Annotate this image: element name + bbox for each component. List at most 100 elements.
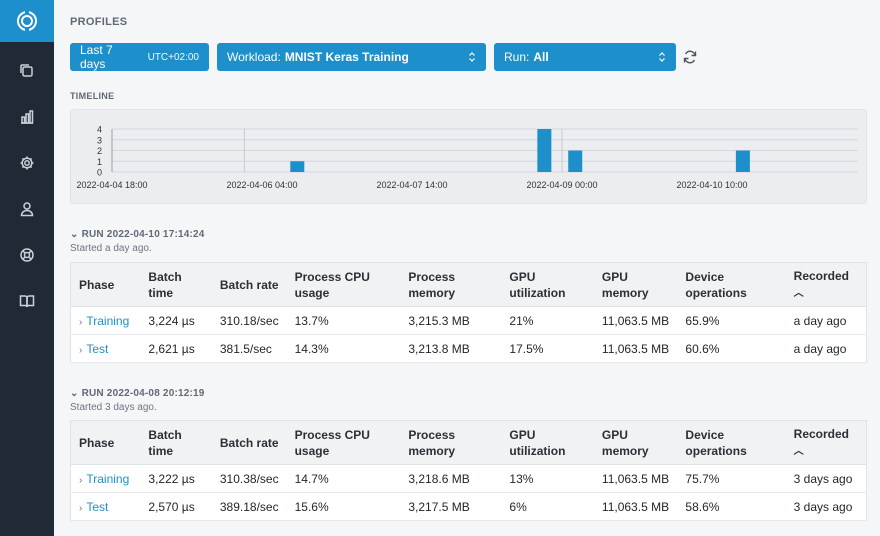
column-header-label: Process memory xyxy=(408,269,456,300)
cell-value: 15.6% xyxy=(294,499,329,514)
column-header-label: Process CPU usage xyxy=(294,427,370,458)
date-range-button[interactable]: Last 7 days UTC+02:00 xyxy=(70,43,209,71)
column-header-label: Phase xyxy=(79,435,115,450)
cell-value: 13.7% xyxy=(294,313,329,328)
user-icon xyxy=(20,202,34,217)
sidebar-item-settings[interactable] xyxy=(0,140,54,186)
workload-select[interactable]: Workload: MNIST Keras Training xyxy=(217,43,486,71)
cell-value: 11,063.5 MB xyxy=(601,499,670,514)
column-header[interactable]: Batch rate xyxy=(211,262,287,307)
column-header[interactable]: Process CPU usage xyxy=(286,262,401,307)
phase-link[interactable]: › Training xyxy=(70,464,141,493)
sidebar-item-docs[interactable] xyxy=(0,278,54,324)
column-header-label: GPU memory xyxy=(601,269,649,300)
cell-batch-rate: 310.38/sec xyxy=(211,464,287,493)
cell-value: 3,218.6 MB xyxy=(408,471,470,486)
cell-gpu-mem: 11,063.5 MB xyxy=(593,464,678,493)
timeline-bar[interactable] xyxy=(537,129,552,172)
cell-value: 3,215.3 MB xyxy=(408,313,470,328)
column-header[interactable]: Batch rate xyxy=(211,420,287,465)
expand-chevron-icon: › xyxy=(79,474,83,486)
cell-value: 14.7% xyxy=(294,471,329,486)
cell-recorded: a day ago xyxy=(785,334,867,363)
cell-recorded: 3 days ago xyxy=(785,492,867,521)
cell-value: 3,213.8 MB xyxy=(408,341,470,356)
sidebar-item-account[interactable] xyxy=(0,186,54,232)
cell-batch-rate: 310.18/sec xyxy=(211,306,287,335)
cell-device-ops: 65.9% xyxy=(677,306,786,335)
chevron-updown-icon xyxy=(659,52,665,62)
app-logo[interactable] xyxy=(0,0,54,42)
cell-gpu-util: 21% xyxy=(501,306,594,335)
column-header[interactable]: Device operations xyxy=(677,420,786,465)
cell-gpu-mem: 11,063.5 MB xyxy=(593,492,678,521)
phase-link[interactable]: › Training xyxy=(70,306,141,335)
table-row[interactable]: › Training 3,224 µs 310.18/sec 13.7% 3,215.3 … xyxy=(70,306,867,335)
column-header[interactable]: Recorded ︿ xyxy=(785,262,867,307)
cell-value: 3,222 µs xyxy=(148,471,195,486)
run-select[interactable]: Run: All xyxy=(494,43,676,71)
sort-ascending-icon[interactable]: ︿ xyxy=(793,445,804,457)
column-header[interactable]: Phase xyxy=(70,262,141,307)
table-row[interactable]: › Test 2,621 µs 381.5/sec 14.3% 3,213.8 MB 17.… xyxy=(70,334,867,363)
sidebar-item-help[interactable] xyxy=(0,232,54,278)
column-header[interactable]: Process memory xyxy=(400,420,502,465)
cell-batch-time: 2,570 µs xyxy=(140,492,212,521)
phase-link[interactable]: › Test xyxy=(70,492,141,521)
page-title: PROFILES xyxy=(70,16,128,28)
cell-value: 14.3% xyxy=(294,341,329,356)
column-header[interactable]: Batch time xyxy=(140,262,212,307)
table-row[interactable]: › Training 3,222 µs 310.38/sec 14.7% 3,218.6 … xyxy=(70,464,867,493)
cell-value: 11,063.5 MB xyxy=(601,313,670,328)
cell-device-ops: 75.7% xyxy=(677,464,786,493)
sort-ascending-icon[interactable]: ︿ xyxy=(793,287,804,299)
column-header[interactable]: GPU utilization xyxy=(501,262,594,307)
timeline-chart: 4 3 2 1 0 2022-04-04 18:00 2022-04-06 04:00 202… xyxy=(70,109,867,204)
chevron-updown-icon xyxy=(469,52,475,62)
cell-value: Training xyxy=(86,471,130,486)
phase-link[interactable]: › Test xyxy=(70,334,141,363)
column-header[interactable]: Process CPU usage xyxy=(286,420,401,465)
column-header[interactable]: GPU memory xyxy=(593,262,678,307)
column-header[interactable]: Phase xyxy=(70,420,141,465)
column-header[interactable]: Process memory xyxy=(400,262,502,307)
cell-value: 3 days ago xyxy=(793,499,853,514)
copy-icon xyxy=(20,64,33,77)
run-header[interactable]: ⌄ RUN 2022-04-10 17:14:24 xyxy=(70,229,205,240)
column-header[interactable]: Batch time xyxy=(140,420,212,465)
cell-value: 381.5/sec xyxy=(219,341,272,356)
cell-value: 21% xyxy=(509,313,534,328)
timeline-bar[interactable] xyxy=(568,150,583,173)
cell-gpu-util: 13% xyxy=(501,464,594,493)
column-header[interactable]: Recorded ︿ xyxy=(785,420,867,465)
main-content: PROFILES Last 7 days UTC+02:00 Workload:… xyxy=(54,0,880,536)
cell-recorded: 3 days ago xyxy=(785,464,867,493)
sidebar-item-metrics[interactable] xyxy=(0,94,54,140)
cell-value: 11,063.5 MB xyxy=(601,341,670,356)
gear-icon xyxy=(20,156,34,170)
cell-value: 389.18/sec xyxy=(219,499,279,514)
cell-gpu-util: 17.5% xyxy=(501,334,594,363)
cell-value: 6% xyxy=(509,499,527,514)
x-tick-label: 2022-04-07 14:00 xyxy=(376,180,447,190)
column-header-label: Batch rate xyxy=(219,277,279,292)
column-header[interactable]: GPU utilization xyxy=(501,420,594,465)
column-header-label: Batch time xyxy=(148,427,182,458)
timeline-bar[interactable] xyxy=(290,161,305,172)
cell-cpu: 14.7% xyxy=(286,464,401,493)
column-header-label: Batch time xyxy=(148,269,182,300)
timezone-label: UTC+02:00 xyxy=(147,51,199,63)
table-row[interactable]: › Test 2,570 µs 389.18/sec 15.6% 3,217.5 MB 6%… xyxy=(70,492,867,521)
column-header-label: Device operations xyxy=(685,269,747,300)
sidebar-item-copy[interactable] xyxy=(0,48,54,94)
cell-value: 60.6% xyxy=(685,341,720,356)
timeline-bar[interactable] xyxy=(735,150,750,173)
column-header[interactable]: Device operations xyxy=(677,262,786,307)
run-header[interactable]: ⌄ RUN 2022-04-08 20:12:19 xyxy=(70,388,205,399)
cell-value: 65.9% xyxy=(685,313,720,328)
column-header[interactable]: GPU memory xyxy=(593,420,678,465)
cell-mem: 3,217.5 MB xyxy=(400,492,502,521)
cell-value: Test xyxy=(86,341,109,356)
refresh-icon[interactable] xyxy=(682,49,698,65)
